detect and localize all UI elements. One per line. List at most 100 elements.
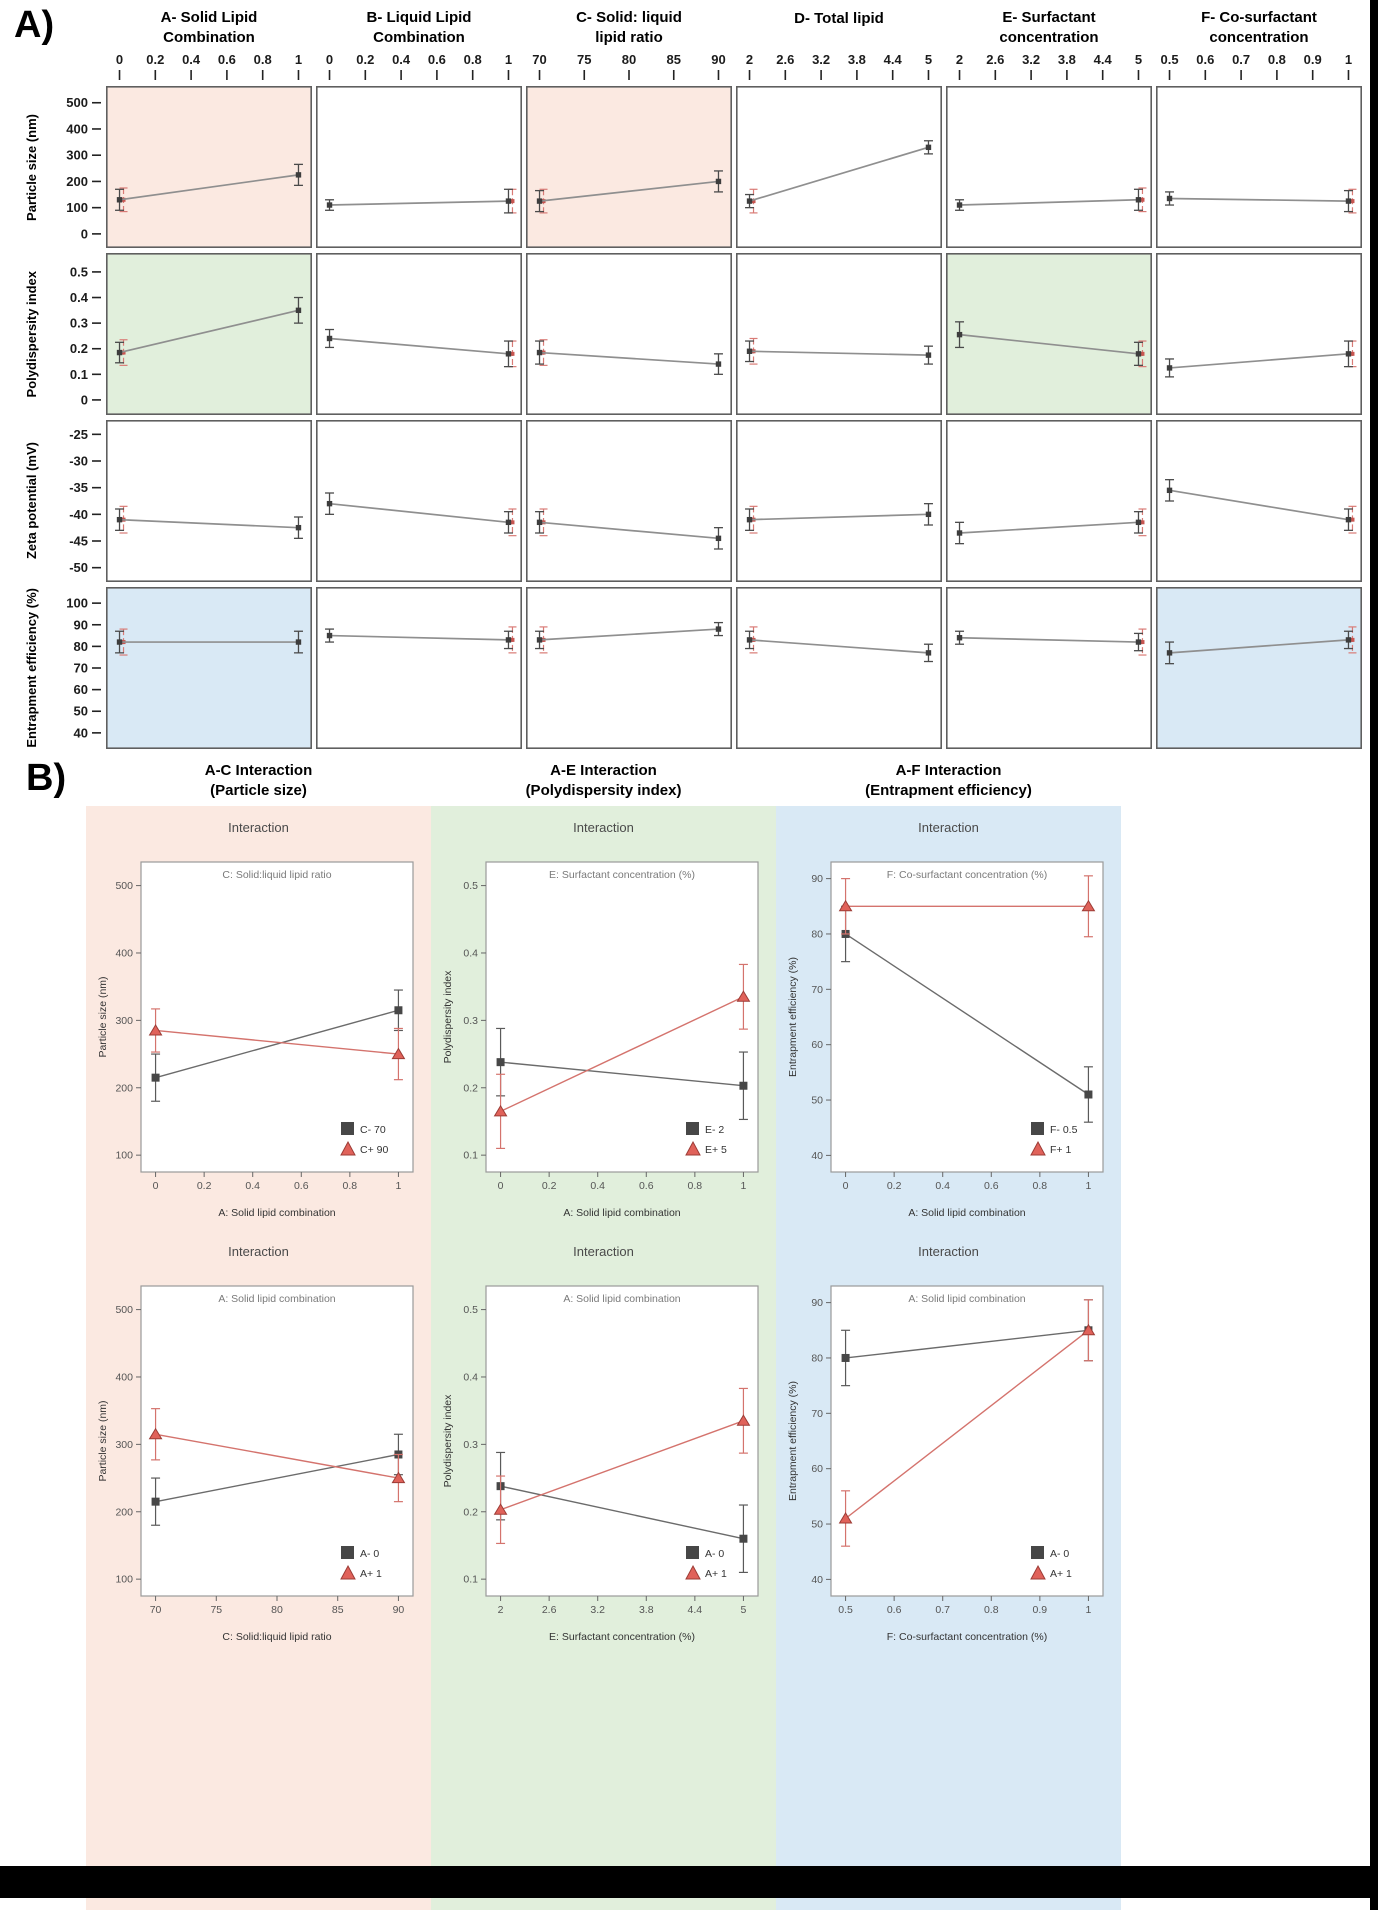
response-label-zeta: Zeta potential (mV) — [23, 442, 39, 560]
panel-b-label: B) — [26, 757, 67, 799]
interaction-plot-0: Interaction C: Solid:liquid lipid ratio 10… — [93, 820, 425, 1228]
svg-text:C+ 90: C+ 90 — [360, 1144, 388, 1156]
interaction-chart-1: E: Surfactant concentration (%) 0.1 0.2 0.3… — [442, 861, 759, 1219]
svg-text:100: 100 — [66, 596, 88, 611]
effect-cell-wrap-b-ee — [316, 587, 522, 749]
y-axis-ticks-zeta: -25 -30 -35 -40 -45 -50 — [69, 427, 101, 575]
effect-cell-wrap-b-pdi — [316, 253, 522, 415]
interaction-chart-0: C: Solid:liquid lipid ratio 100 200 300 400 5… — [97, 861, 414, 1219]
svg-text:E: Surfactant concentration (%: E: Surfactant concentration (%) — [549, 1631, 695, 1643]
svg-text:0.4: 0.4 — [463, 947, 478, 959]
svg-text:90: 90 — [811, 1297, 823, 1309]
response-label-ee: Entrapment efficiency (%) — [23, 588, 39, 748]
svg-text:E- 2: E- 2 — [705, 1124, 724, 1136]
response-label-particle-size: Particle size (nm) — [23, 113, 39, 221]
panel-b-header-0: A-C Interaction (Particle size) — [86, 761, 431, 806]
svg-text:80: 80 — [271, 1604, 283, 1616]
svg-text:0.4: 0.4 — [70, 290, 89, 305]
effect-cell-f-zeta — [1156, 420, 1362, 582]
svg-text:5: 5 — [925, 52, 932, 67]
panel-b-header-1: A-E Interaction (Polydispersity index) — [431, 761, 776, 806]
svg-text:70: 70 — [149, 1604, 161, 1616]
x-axis-ticks-a: 0 0.2 0.4 0.6 0.8 1 — [116, 52, 302, 80]
effect-cell-d-particle-size — [736, 86, 942, 248]
svg-text:0.4: 0.4 — [392, 52, 411, 67]
interaction-chart-5: A: Solid lipid combination 40 50 60 70 80 90 0.… — [787, 1285, 1104, 1643]
svg-text:2: 2 — [956, 52, 963, 67]
effect-cell-a-zeta — [106, 420, 312, 582]
factor-title-line2: Combination — [163, 28, 255, 46]
effect-cell-d-zeta — [736, 420, 942, 582]
svg-text:0.6: 0.6 — [1196, 52, 1214, 67]
svg-text:70: 70 — [811, 1408, 823, 1420]
factor-header-d: D- Total lipid 2 2.6 3.2 3.8 4.4 5 — [736, 8, 942, 81]
svg-text:0.3: 0.3 — [70, 316, 88, 331]
panel-b-header-line1: A-E Interaction — [550, 762, 657, 779]
svg-text:70: 70 — [74, 661, 88, 676]
panel-b-header-line1: A-C Interaction — [204, 762, 313, 779]
svg-text:1: 1 — [295, 52, 302, 67]
factor-header-f: F- Co-surfactant concentration 0.5 0.6 0.7… — [1156, 8, 1362, 81]
plot-title: Interaction — [573, 1244, 634, 1259]
interaction-plot-3: Interaction A: Solid lipid combination 100… — [93, 1244, 425, 1652]
svg-text:1: 1 — [395, 1180, 401, 1192]
svg-text:5: 5 — [1135, 52, 1142, 67]
svg-text:500: 500 — [66, 95, 88, 110]
svg-text:0.8: 0.8 — [254, 52, 272, 67]
y-axis-particle-size: 500 400 300 200 100 0 — [48, 86, 102, 248]
factor-title-line1: C- Solid: liquid — [576, 9, 682, 26]
svg-text:5: 5 — [740, 1604, 746, 1616]
svg-text:80: 80 — [811, 1352, 823, 1364]
interaction-plot-2: Interaction F: Co-surfactant concentratio… — [783, 820, 1115, 1228]
y-axis-ticks-particle-size: 500 400 300 200 100 0 — [66, 95, 101, 241]
plot-title: Interaction — [228, 1244, 289, 1259]
svg-text:0: 0 — [116, 52, 123, 67]
factor-title-line2 — [736, 28, 942, 47]
factor-title-line2: lipid ratio — [595, 28, 663, 46]
svg-text:Particle size (nm): Particle size (nm) — [97, 1400, 109, 1481]
x-axis-ticks-e: 2 2.6 3.2 3.8 4.4 5 — [956, 52, 1142, 80]
effect-cell-wrap-e-pdi — [946, 253, 1152, 415]
panel-b-columns: Interaction C: Solid:liquid lipid ratio 1 0… — [86, 806, 1378, 1910]
svg-text:300: 300 — [115, 1439, 133, 1451]
svg-text:75: 75 — [577, 52, 591, 67]
effect-cell-wrap-d-pdi — [736, 253, 942, 415]
svg-text:E+ 5: E+ 5 — [705, 1144, 727, 1156]
svg-text:3.8: 3.8 — [1058, 52, 1076, 67]
x-axis-ticks-f: 0.5 0.6 0.7 0.8 0.9 1 — [1160, 52, 1352, 80]
svg-text:500: 500 — [115, 1304, 133, 1316]
svg-text:4.4: 4.4 — [1094, 52, 1113, 67]
svg-text:A- 0: A- 0 — [1050, 1548, 1069, 1560]
svg-text:-45: -45 — [69, 534, 88, 549]
factor-header-a: A- Solid Lipid Combination 0 0.2 0.4 0.6 0.8… — [106, 8, 312, 81]
svg-text:0.4: 0.4 — [463, 1371, 478, 1383]
svg-text:0.8: 0.8 — [983, 1604, 998, 1616]
effect-cell-a-particle-size — [106, 86, 312, 248]
svg-text:0.2: 0.2 — [886, 1180, 901, 1192]
svg-text:0.2: 0.2 — [196, 1180, 211, 1192]
effect-cell-wrap-e-ee — [946, 587, 1152, 749]
svg-text:3.2: 3.2 — [1022, 52, 1040, 67]
svg-text:0.5: 0.5 — [463, 880, 478, 892]
svg-text:50: 50 — [74, 704, 88, 719]
bottom-black-bar — [0, 1866, 1378, 1898]
svg-text:80: 80 — [74, 639, 88, 654]
svg-text:50: 50 — [811, 1519, 823, 1531]
effect-cell-e-zeta — [946, 420, 1152, 582]
svg-text:0.8: 0.8 — [687, 1180, 702, 1192]
effect-cell-f-ee — [1156, 587, 1362, 749]
svg-text:4.4: 4.4 — [687, 1604, 702, 1616]
svg-text:3.8: 3.8 — [848, 52, 866, 67]
svg-text:A- 0: A- 0 — [360, 1548, 379, 1560]
svg-text:-30: -30 — [69, 454, 88, 469]
svg-text:C: Solid:liquid lipid ratio: C: Solid:liquid lipid ratio — [222, 869, 331, 881]
svg-text:4.4: 4.4 — [884, 52, 903, 67]
effect-cell-wrap-c-zeta — [526, 420, 732, 582]
effect-cell-b-ee — [316, 587, 522, 749]
panel-b-header-line1: A-F Interaction — [895, 762, 1002, 779]
svg-text:85: 85 — [331, 1604, 343, 1616]
interaction-chart-2: F: Co-surfactant concentration (%) 40 50 60… — [787, 861, 1104, 1219]
svg-text:1: 1 — [505, 52, 512, 67]
svg-text:-25: -25 — [69, 427, 88, 442]
